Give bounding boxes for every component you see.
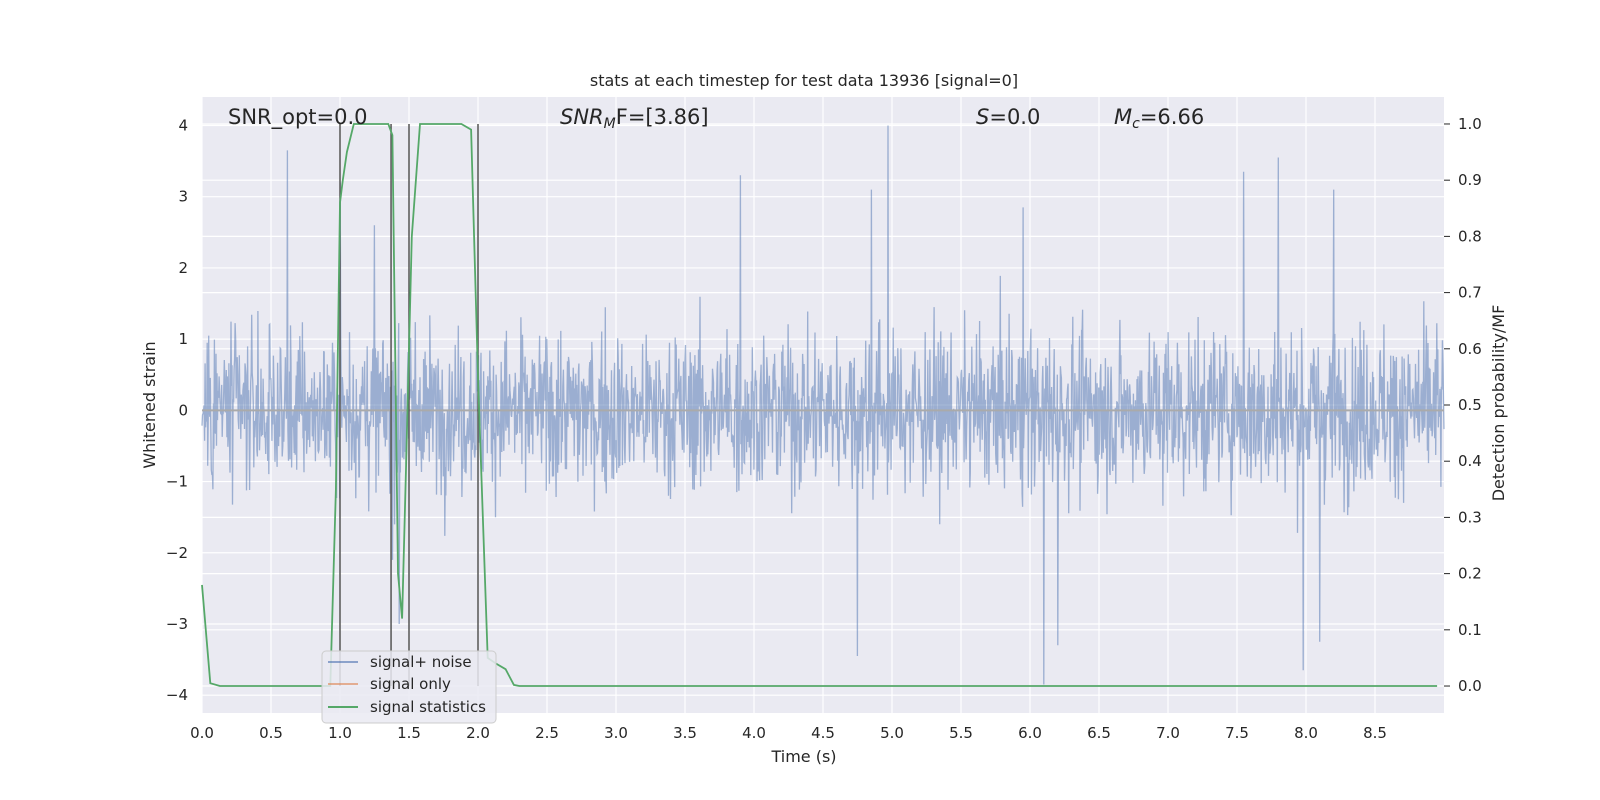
x-tick-label: 6.5 (1087, 724, 1111, 742)
x-tick-label: 2.0 (466, 724, 490, 742)
x-tick-label: 4.5 (811, 724, 835, 742)
mc-sub: c (1132, 116, 1140, 132)
x-tick-label: 1.0 (328, 724, 352, 742)
snr-mf-annotation: SNRMF=[3.86] (560, 105, 709, 132)
x-tick-label: 5.5 (949, 724, 973, 742)
left-y-tick-label: 3 (178, 188, 188, 206)
x-tick-label: 0.0 (190, 724, 214, 742)
right-y-axis-label: Detection probability/MF (1489, 305, 1508, 502)
right-y-axis-ticks: 1.0 0.9 0.8 0.7 0.6 0.5 0.4 0.3 0.2 0.1 0.0 (1444, 115, 1482, 695)
x-tick-label: 4.0 (742, 724, 766, 742)
x-tick-label: 1.5 (397, 724, 421, 742)
right-y-tick-label: 0.2 (1458, 565, 1482, 583)
chart-title: stats at each timestep for test data 139… (590, 71, 1018, 90)
left-y-tick-label: −1 (166, 473, 188, 491)
right-y-tick-label: 0.8 (1458, 227, 1482, 245)
left-y-tick-label: 0 (178, 401, 188, 419)
x-axis-label: Time (s) (770, 747, 836, 766)
right-y-tick-label: 0.7 (1458, 284, 1482, 302)
legend-label-signal-only: signal only (370, 675, 451, 693)
s-rest: =0.0 (989, 105, 1040, 129)
snr-mf-main: SNR (560, 105, 604, 129)
mc-annotation: Mc=6.66 (1114, 105, 1204, 132)
left-y-axis-ticks: 4 3 2 1 0 −1 −2 −3 −4 (166, 116, 188, 704)
snr-mf-rest: F=[3.86] (616, 105, 709, 129)
right-y-tick-label: 0.1 (1458, 621, 1482, 639)
left-y-tick-label: −2 (166, 544, 188, 562)
snr-opt-annotation: SNR_opt=0.0 (228, 105, 368, 130)
x-tick-label: 3.5 (673, 724, 697, 742)
x-tick-label: 7.0 (1156, 724, 1180, 742)
legend: signal+ noise signal only signal statist… (321, 650, 497, 724)
x-tick-label: 7.5 (1225, 724, 1249, 742)
left-y-tick-label: −4 (166, 686, 188, 704)
x-tick-label: 8.0 (1294, 724, 1318, 742)
x-tick-label: 3.0 (604, 724, 628, 742)
mc-rest: =6.66 (1140, 105, 1204, 129)
x-tick-label: 0.5 (259, 724, 283, 742)
s-main: S (976, 105, 989, 129)
left-y-axis-label: Whitened strain (140, 341, 159, 468)
right-y-tick-label: 0.5 (1458, 396, 1482, 414)
x-tick-label: 2.5 (535, 724, 559, 742)
left-y-tick-label: −3 (166, 615, 188, 633)
right-y-tick-label: 0.6 (1458, 340, 1482, 358)
x-tick-label: 5.0 (880, 724, 904, 742)
left-y-tick-label: 2 (178, 259, 188, 277)
s-annotation: S=0.0 (976, 105, 1040, 129)
right-y-tick-label: 0.0 (1458, 677, 1482, 695)
right-y-tick-label: 1.0 (1458, 115, 1482, 133)
snr-mf-sub: M (604, 116, 616, 132)
x-tick-label: 6.0 (1018, 724, 1042, 742)
right-y-tick-label: 0.4 (1458, 452, 1482, 470)
x-axis-ticks: 0.0 0.5 1.0 1.5 2.0 2.5 3.0 3.5 4.0 4.5 5.0 5.5 6.0 6… (190, 724, 1387, 742)
legend-box (321, 650, 497, 724)
legend-label-signal-noise: signal+ noise (370, 653, 472, 671)
mc-main: M (1114, 105, 1132, 129)
x-tick-label: 8.5 (1363, 724, 1387, 742)
right-y-tick-label: 0.3 (1458, 508, 1482, 526)
legend-label-signal-statistics: signal statistics (370, 698, 486, 716)
left-y-tick-label: 4 (178, 116, 188, 134)
right-y-tick-label: 0.9 (1458, 171, 1482, 189)
left-y-tick-label: 1 (178, 330, 188, 348)
